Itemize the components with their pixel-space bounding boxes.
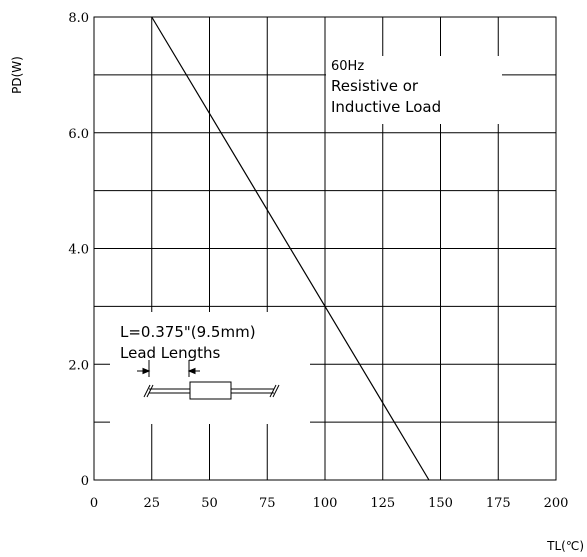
y-tick-label: 4.0 xyxy=(68,243,89,258)
x-tick-label: 0 xyxy=(90,496,98,511)
x-tick-label: 100 xyxy=(313,496,338,511)
x-tick-label: 175 xyxy=(486,496,511,511)
x-tick-label: 125 xyxy=(370,496,395,511)
series-layer xyxy=(151,16,430,481)
y-tick-label: 2.0 xyxy=(68,358,89,373)
derating-curve xyxy=(151,16,430,481)
x-tick-label: 75 xyxy=(259,496,276,511)
load-type-line-1: Resistive or xyxy=(331,77,419,95)
y-tick-label: 8.0 xyxy=(68,11,89,26)
conditions-box xyxy=(326,56,502,124)
x-tick-label: 50 xyxy=(201,496,218,511)
lead-diagram-box xyxy=(110,312,310,424)
frequency-label: 60Hz xyxy=(331,59,364,74)
x-tick-label: 200 xyxy=(544,496,569,511)
y-tick-labels: 0 2.0 4.0 6.0 8.0 xyxy=(68,11,89,489)
y-tick-label: 6.0 xyxy=(68,127,89,142)
x-tick-labels: 0 25 50 75 100 125 150 175 200 xyxy=(90,496,569,511)
y-tick-label: 0 xyxy=(81,474,89,489)
load-type-line-2: Inductive Load xyxy=(331,98,441,116)
component-diagram-icon xyxy=(137,360,280,400)
y-axis-title: PD(W) xyxy=(10,56,24,94)
lead-length-caption: Lead Lengths xyxy=(120,344,221,362)
lead-length-value: L=0.375"(9.5mm) xyxy=(120,323,256,341)
x-tick-label: 150 xyxy=(428,496,453,511)
x-axis-title: TL(℃) xyxy=(546,539,584,553)
x-tick-label: 25 xyxy=(143,496,160,511)
